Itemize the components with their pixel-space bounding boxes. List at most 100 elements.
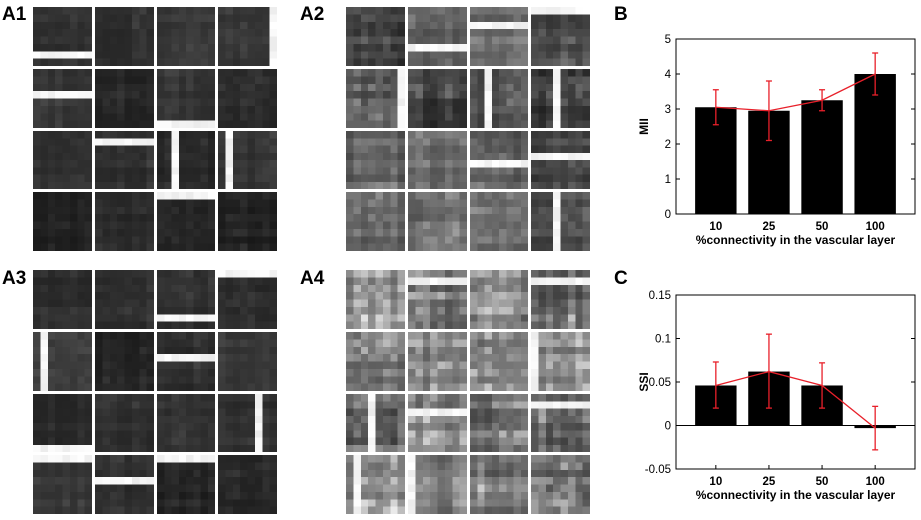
x-axis-label: %connectivity in the vascular layer: [696, 488, 896, 502]
mosaic-tile: [407, 455, 467, 514]
x-tick-label: 50: [816, 476, 829, 488]
mosaic-a1: [33, 7, 277, 251]
axes-frame: [675, 38, 916, 215]
y-tick-label: -0.05: [645, 464, 671, 476]
mosaic-tile: [33, 192, 92, 251]
mosaic-tile: [531, 331, 590, 391]
mosaic-tile: [346, 192, 405, 251]
mosaic-tile: [218, 331, 277, 391]
mosaic-tile: [531, 393, 590, 453]
mosaic-tile: [531, 270, 590, 329]
mosaic-tile: [346, 270, 405, 329]
x-tick-label: 25: [763, 221, 776, 233]
panel-label-a1: A1: [2, 4, 27, 25]
mosaic-tile: [218, 455, 277, 514]
mosaic-tile: [469, 130, 529, 190]
mosaic-tile: [407, 270, 467, 329]
mosaic-tile: [156, 393, 216, 453]
mosaic-tile: [33, 393, 92, 453]
mosaic-tile: [156, 455, 216, 514]
mosaic-tile: [33, 455, 92, 514]
mosaic-tile: [94, 331, 154, 391]
y-tick-label: 0.1: [655, 334, 671, 346]
mosaic-tile: [218, 68, 277, 128]
mosaic-tile: [469, 192, 529, 251]
mosaic-tile: [407, 68, 467, 128]
mosaic-tile: [33, 68, 92, 128]
mosaic-tile: [33, 331, 92, 391]
mosaic-a3: [33, 270, 277, 514]
mosaic-tile: [407, 393, 467, 453]
mosaic-tile: [531, 455, 590, 514]
mosaic-a4: [346, 270, 590, 514]
mosaic-tile: [156, 270, 216, 329]
mosaic-tile: [469, 270, 529, 329]
y-tick-label: 5: [665, 34, 671, 46]
mosaic-tile: [469, 331, 529, 391]
y-tick-label: 4: [665, 69, 672, 81]
x-axis-label: %connectivity in the vascular layer: [696, 233, 896, 247]
y-axis-label: SSI: [637, 372, 651, 391]
mosaic-tile: [94, 270, 154, 329]
mosaic-tile: [346, 7, 405, 66]
mosaic-tile: [531, 7, 590, 66]
x-tick-label: 50: [816, 221, 829, 233]
panel-label-c: C: [614, 268, 628, 289]
mosaic-tile: [469, 7, 529, 66]
mean-line: [715, 370, 876, 429]
x-tick-label: 100: [866, 476, 885, 488]
mosaic-tile: [531, 192, 590, 251]
mosaic-tile: [346, 331, 405, 391]
x-tick-label: 10: [709, 476, 722, 488]
mosaic-tile: [33, 130, 92, 190]
mosaic-tile: [218, 270, 277, 329]
mosaic-tile: [94, 7, 154, 66]
mosaic-tile: [346, 393, 405, 453]
mosaic-tile: [156, 192, 216, 251]
mean-line: [715, 73, 876, 112]
chart-c-ssi: -0.05 0 0.05 0.1 0.15 10 25 50 100%connectivity …: [637, 290, 916, 502]
panel-label-a4: A4: [300, 268, 325, 289]
mosaic-tile: [156, 331, 216, 391]
mosaic-tile: [407, 192, 467, 251]
mosaic-tile: [156, 7, 216, 66]
y-tick-label: 0.15: [649, 290, 671, 302]
mosaic-tile: [218, 7, 277, 66]
mosaic-tile: [407, 130, 467, 190]
mosaic-tile: [218, 192, 277, 251]
mosaic-tile: [469, 393, 529, 453]
chart-b-mii: 0 1 2 3 4 5 10 25 50 100%connectivity in the vasc…: [637, 34, 916, 247]
mosaic-tile: [33, 7, 92, 66]
y-tick-label: 2: [665, 139, 671, 151]
mosaic-tile: [156, 68, 216, 128]
bar: [854, 74, 896, 214]
mosaic-tile: [156, 130, 216, 190]
y-tick-label: 3: [665, 104, 671, 116]
y-tick-label: 0.05: [649, 377, 671, 389]
axes-frame: [675, 294, 916, 470]
mosaic-tile: [218, 130, 277, 190]
mosaic-tile: [94, 68, 154, 128]
mosaic-tile: [346, 68, 405, 128]
panel-label-a2: A2: [300, 4, 325, 25]
panel-label-b: B: [614, 4, 628, 25]
mosaic-tile: [469, 68, 529, 128]
y-tick-label: 0: [665, 421, 671, 433]
y-tick-label: 1: [665, 174, 671, 186]
mosaic-tile: [94, 393, 154, 453]
y-tick-label: 0: [665, 209, 671, 221]
x-tick-label: 25: [763, 476, 776, 488]
bar: [801, 100, 843, 214]
y-axis-label: MII: [637, 118, 651, 135]
mosaic-tile: [469, 455, 529, 514]
mosaic-tile: [407, 7, 467, 66]
x-tick-label: 10: [709, 221, 722, 233]
mosaic-tile: [94, 130, 154, 190]
mosaic-tile: [218, 393, 277, 453]
x-tick-label: 100: [866, 221, 885, 233]
mosaic-tile: [346, 130, 405, 190]
panel-label-a3: A3: [2, 268, 27, 289]
mosaic-a2: [346, 7, 590, 251]
mosaic-tile: [531, 68, 590, 128]
mosaic-tile: [94, 192, 154, 251]
